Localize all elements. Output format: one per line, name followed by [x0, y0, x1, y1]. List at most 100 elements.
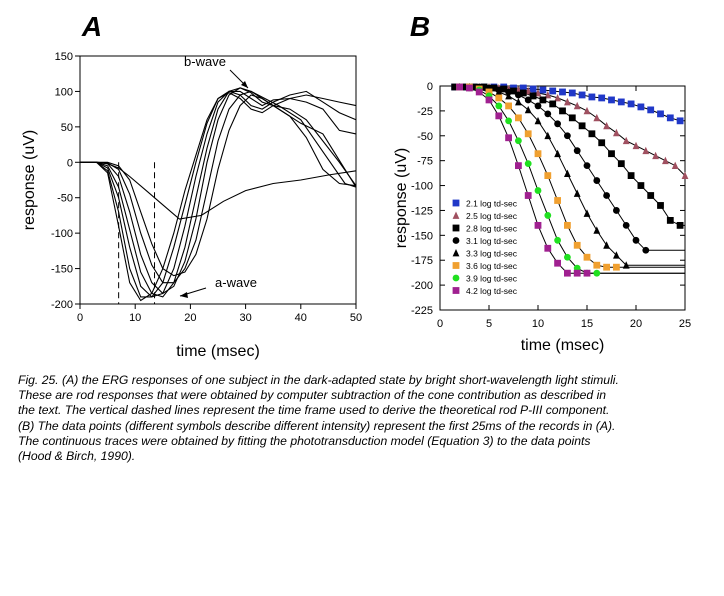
y-axis-title: response (uV) [393, 148, 410, 249]
data-point [632, 236, 640, 244]
data-point [666, 114, 674, 122]
data-point [475, 88, 483, 96]
data-point [642, 246, 650, 254]
data-point [524, 105, 532, 114]
data-point [588, 130, 596, 138]
data-point [559, 107, 566, 115]
data-point [524, 160, 532, 168]
data-point [564, 221, 571, 229]
data-point [544, 90, 552, 99]
data-point [515, 137, 522, 145]
y-tick-label: -175 [411, 255, 433, 267]
data-point [593, 269, 601, 277]
data-point [657, 110, 664, 118]
data-point [632, 141, 640, 150]
legend-marker [452, 262, 460, 269]
data-point [583, 269, 591, 277]
legend-entry: 2.8 log td-sec [466, 224, 518, 234]
data-point [524, 192, 532, 199]
annotation-a-wave: a-wave [215, 275, 257, 290]
erg-trace [80, 90, 357, 298]
caption-line: The continuous traces were obtained by f… [18, 433, 591, 448]
y-tick-label: -150 [51, 264, 73, 276]
data-point [647, 106, 655, 114]
caption-line: the text. The vertical dashed lines repr… [18, 403, 610, 418]
data-point [470, 83, 478, 91]
data-point [671, 161, 679, 170]
erg-trace [80, 87, 357, 298]
data-point [505, 134, 512, 142]
data-point [608, 150, 615, 158]
y-axis-title: response (uV) [21, 130, 38, 231]
data-point [544, 244, 552, 252]
legend-entry: 3.1 log td-sec [466, 236, 518, 246]
y-tick-label: -25 [417, 106, 433, 118]
data-point [544, 172, 552, 179]
data-point [485, 88, 493, 96]
data-point [554, 120, 561, 128]
y-tick-label: -50 [417, 131, 433, 143]
data-point [515, 114, 522, 122]
legend-marker [452, 224, 460, 232]
data-point [676, 117, 684, 125]
data-point [603, 263, 610, 271]
y-tick-label: -125 [411, 205, 433, 217]
data-point [622, 221, 630, 229]
data-point [583, 162, 591, 170]
data-point [568, 114, 576, 122]
data-point [613, 263, 620, 271]
legend-marker [452, 249, 460, 257]
data-point [554, 197, 561, 204]
y-tick-label: 150 [55, 51, 73, 63]
panel-label: B [410, 11, 430, 42]
data-point [485, 96, 493, 104]
x-tick-label: 0 [77, 312, 83, 324]
data-point [578, 91, 586, 99]
data-point [568, 89, 576, 97]
data-point [627, 100, 635, 108]
data-point [598, 94, 606, 102]
data-point [524, 96, 532, 104]
data-point [544, 110, 552, 118]
data-point [593, 177, 601, 184]
data-point [500, 85, 508, 93]
x-tick-label: 50 [350, 312, 362, 324]
data-point [637, 182, 645, 189]
data-point [583, 209, 591, 217]
fit-curve [459, 86, 685, 274]
data-point [676, 221, 684, 229]
data-point [529, 85, 537, 93]
figure-caption: Fig. 25. (A) the ERG responses of one su… [18, 373, 714, 464]
y-tick-label: -150 [411, 230, 433, 242]
data-point [534, 221, 542, 229]
figure: A0 10 20 30 40 50-200-150-100-50050100150time… [21, 11, 691, 360]
erg-trace [80, 92, 357, 302]
legend-entry: 3.9 log td-sec [466, 274, 518, 284]
data-point [554, 149, 561, 158]
data-point [559, 88, 566, 96]
data-point [495, 112, 503, 120]
legend-entry: 2.5 log td-sec [466, 211, 518, 221]
data-point [564, 253, 571, 261]
x-tick-label: 5 [486, 318, 492, 330]
data-point [554, 236, 561, 244]
legend-entry: 3.3 log td-sec [466, 249, 518, 259]
legend-marker [452, 274, 460, 282]
x-tick-label: 15 [581, 318, 593, 330]
data-point [534, 116, 542, 125]
data-point [495, 102, 503, 110]
data-point [510, 87, 517, 95]
data-point [598, 139, 606, 147]
data-point [554, 93, 561, 102]
data-point [603, 241, 610, 249]
data-point [539, 96, 547, 104]
data-point [662, 156, 669, 165]
data-point [564, 269, 571, 277]
caption-line: These are rod responses that were obtain… [18, 388, 607, 403]
data-point [490, 84, 498, 92]
panel-label: A [81, 11, 102, 42]
data-point [495, 94, 503, 102]
data-point [622, 261, 630, 269]
y-tick-label: -75 [417, 156, 433, 168]
plot-frame [439, 85, 686, 311]
